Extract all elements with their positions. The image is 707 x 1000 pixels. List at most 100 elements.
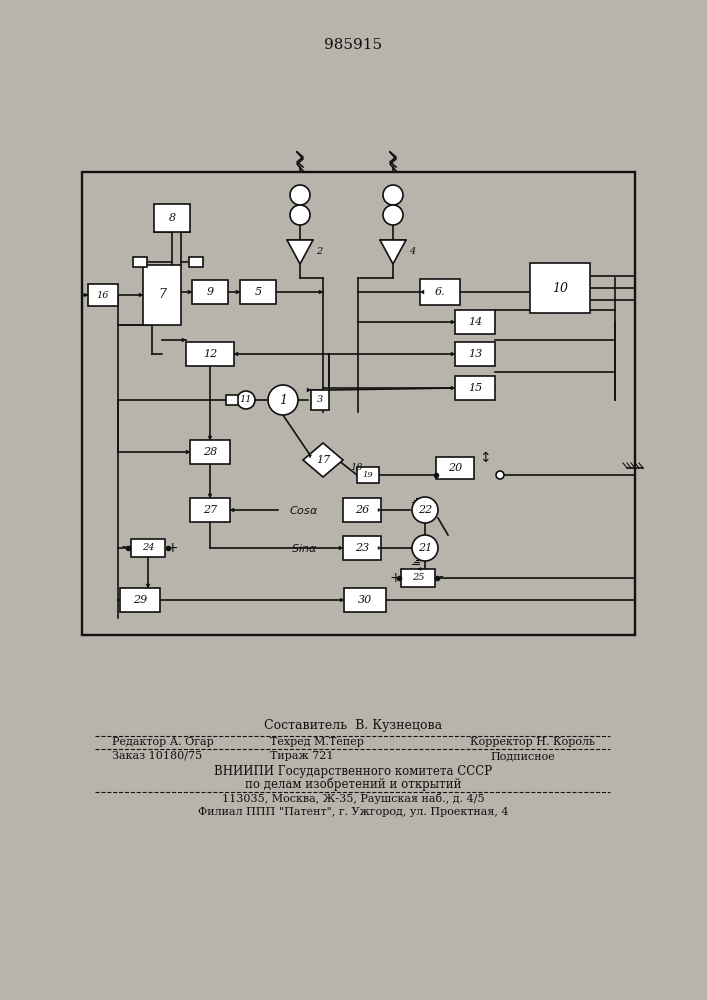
Text: 2: 2 — [316, 247, 322, 256]
Bar — [192, 280, 228, 304]
Text: $Cos\alpha$: $Cos\alpha$ — [289, 504, 319, 516]
Polygon shape — [380, 240, 406, 264]
Polygon shape — [146, 584, 150, 588]
Polygon shape — [435, 576, 438, 580]
Polygon shape — [378, 508, 381, 512]
Text: Тираж 721: Тираж 721 — [270, 751, 334, 761]
Polygon shape — [420, 290, 424, 294]
Bar — [343, 536, 381, 560]
Polygon shape — [378, 546, 381, 550]
Text: 26: 26 — [355, 505, 369, 515]
Circle shape — [290, 205, 310, 225]
Bar — [88, 284, 118, 306]
Text: 30: 30 — [358, 595, 372, 605]
Text: 15: 15 — [468, 383, 482, 393]
Circle shape — [383, 205, 403, 225]
Text: 27: 27 — [203, 505, 217, 515]
Bar — [357, 467, 379, 483]
Text: 9: 9 — [206, 287, 214, 297]
Bar — [186, 342, 234, 366]
Text: 8: 8 — [168, 213, 175, 223]
Bar — [189, 257, 203, 267]
Polygon shape — [236, 290, 240, 294]
Circle shape — [268, 385, 298, 415]
Text: 18: 18 — [351, 462, 363, 472]
Bar — [344, 588, 386, 612]
Bar — [131, 539, 165, 557]
Polygon shape — [303, 443, 343, 477]
Bar — [343, 498, 381, 522]
Text: Техред М.Тепер: Техред М.Тепер — [270, 737, 364, 747]
Text: $Sin\alpha$: $Sin\alpha$ — [291, 542, 317, 554]
Text: Подписное: Подписное — [490, 751, 555, 761]
Bar — [190, 440, 230, 464]
Text: 1: 1 — [279, 393, 287, 406]
Text: +: + — [389, 571, 401, 585]
Circle shape — [237, 391, 255, 409]
Polygon shape — [188, 290, 192, 294]
Text: 11: 11 — [240, 395, 252, 404]
Circle shape — [496, 471, 504, 479]
Polygon shape — [340, 598, 344, 602]
Polygon shape — [339, 546, 343, 550]
Text: ВНИИПИ Государственного комитета СССР: ВНИИПИ Государственного комитета СССР — [214, 766, 492, 778]
Polygon shape — [451, 320, 455, 324]
Text: 25: 25 — [411, 574, 424, 582]
Text: 16: 16 — [97, 290, 110, 300]
Polygon shape — [208, 494, 212, 498]
Text: 12: 12 — [203, 349, 217, 359]
Text: 113035, Москва, Ж-35, Раушская наб., д. 4/5: 113035, Москва, Ж-35, Раушская наб., д. … — [222, 792, 484, 804]
Text: 20: 20 — [448, 463, 462, 473]
Polygon shape — [208, 436, 212, 440]
Text: Редактор А. Огар: Редактор А. Огар — [112, 737, 214, 747]
Polygon shape — [451, 352, 455, 356]
Text: -: - — [438, 571, 443, 585]
Bar — [154, 204, 190, 232]
Bar — [143, 265, 181, 325]
Bar — [120, 588, 160, 612]
Polygon shape — [230, 508, 234, 512]
Polygon shape — [451, 386, 455, 390]
Circle shape — [412, 535, 438, 561]
Bar — [455, 376, 495, 400]
Polygon shape — [84, 293, 88, 297]
Text: ↕: ↕ — [479, 451, 491, 465]
Text: Составитель  В. Кузнецова: Составитель В. Кузнецова — [264, 718, 442, 732]
Text: 3: 3 — [317, 395, 323, 404]
Bar — [311, 390, 329, 410]
Polygon shape — [319, 290, 323, 294]
Polygon shape — [307, 388, 311, 392]
Bar — [436, 457, 474, 479]
Circle shape — [412, 497, 438, 523]
Text: Корректор Н. Король: Корректор Н. Король — [470, 737, 595, 747]
Text: 24: 24 — [141, 544, 154, 552]
Text: 14: 14 — [468, 317, 482, 327]
Polygon shape — [182, 338, 186, 342]
Bar — [226, 395, 238, 405]
Bar — [420, 279, 460, 305]
Bar — [455, 342, 495, 366]
Circle shape — [383, 185, 403, 205]
Polygon shape — [287, 240, 313, 264]
Text: 13: 13 — [468, 349, 482, 359]
Polygon shape — [418, 568, 421, 570]
Text: Филиал ППП "Патент", г. Ужгород, ул. Проектная, 4: Филиал ППП "Патент", г. Ужгород, ул. Про… — [198, 807, 508, 817]
Text: 29: 29 — [133, 595, 147, 605]
Text: по делам изобретений и открытий: по делам изобретений и открытий — [245, 777, 461, 791]
Polygon shape — [308, 455, 312, 458]
Text: 17: 17 — [316, 455, 330, 465]
Text: -: - — [122, 541, 127, 555]
Text: 23: 23 — [355, 543, 369, 553]
Polygon shape — [139, 293, 143, 297]
Bar — [133, 257, 147, 267]
Polygon shape — [234, 352, 238, 356]
Text: 4: 4 — [409, 247, 415, 256]
Text: 19: 19 — [363, 471, 373, 479]
Bar — [82, 172, 635, 635]
Bar — [190, 498, 230, 522]
Bar — [240, 280, 276, 304]
Text: 21: 21 — [418, 543, 432, 553]
Circle shape — [290, 185, 310, 205]
Text: 985915: 985915 — [324, 38, 382, 52]
Text: 7: 7 — [158, 288, 166, 302]
